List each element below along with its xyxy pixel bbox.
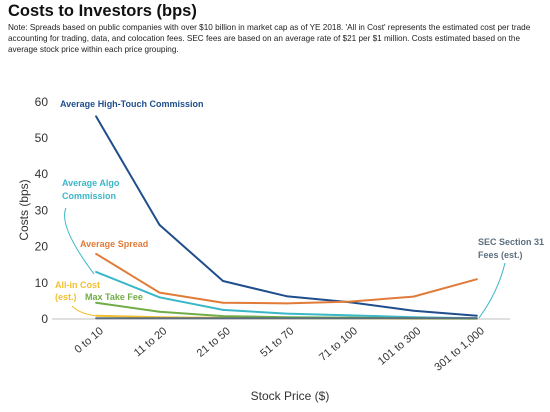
chart-title: Costs to Investors (bps) — [8, 2, 197, 20]
series-label: SEC Section 31 — [478, 237, 544, 247]
data-point — [158, 317, 161, 320]
series-label: Fees (est.) — [478, 250, 523, 260]
x-tick-label: 11 to 20 — [132, 325, 170, 359]
chart-note: Note: Spreads based on public companies … — [8, 23, 531, 55]
series-label: Average Spread — [80, 239, 148, 249]
data-point — [412, 317, 415, 320]
data-point — [349, 300, 351, 303]
data-point — [476, 314, 478, 317]
y-axis-label: Costs (bps) — [17, 179, 31, 240]
data-point — [285, 312, 288, 315]
series-label: (est.) — [55, 292, 77, 302]
data-point — [95, 115, 97, 118]
data-point — [285, 295, 288, 298]
y-tick-label: 30 — [35, 203, 49, 217]
allin-leader-line — [71, 305, 97, 317]
data-point — [95, 252, 97, 255]
data-point — [95, 301, 97, 304]
data-point — [222, 301, 224, 304]
data-point — [412, 309, 415, 312]
data-point — [158, 310, 161, 313]
data-point — [158, 291, 161, 294]
series-label: Max Take Fee — [85, 292, 143, 302]
data-point — [285, 317, 288, 320]
data-point — [476, 317, 478, 320]
y-tick-label: 40 — [35, 167, 49, 181]
data-point — [222, 309, 224, 311]
data-point — [222, 317, 224, 320]
data-point — [349, 314, 351, 317]
y-tick-label: 50 — [35, 131, 49, 145]
x-axis-label: Stock Price ($) — [251, 389, 330, 403]
x-tick-label: 301 to 1,000 — [432, 325, 487, 374]
series-label: Average Algo — [62, 178, 120, 188]
x-tick-label: 71 to 100 — [317, 325, 360, 364]
data-point — [412, 295, 415, 298]
series-label: Average High-Touch Commission — [60, 99, 204, 109]
y-tick-label: 10 — [35, 276, 49, 290]
data-point — [285, 302, 288, 305]
data-point — [158, 296, 161, 299]
data-point — [222, 280, 224, 282]
x-tick-label: 0 to 10 — [72, 325, 105, 356]
series-label: All-in Cost — [55, 280, 100, 290]
data-point — [95, 271, 97, 273]
data-point — [95, 317, 97, 320]
y-tick-label: 0 — [41, 312, 48, 326]
data-point — [476, 278, 478, 281]
algo-leader-line — [64, 207, 95, 275]
data-point — [158, 223, 161, 226]
data-point — [222, 315, 224, 318]
series-line — [95, 115, 478, 317]
data-point — [349, 317, 351, 320]
y-tick-label: 20 — [35, 240, 49, 254]
x-tick-label: 21 to 50 — [195, 325, 233, 360]
x-tick-label: 101 to 300 — [376, 325, 424, 368]
x-tick-label: 51 to 70 — [258, 325, 296, 360]
series-label: Commission — [62, 191, 116, 201]
sec-leader-line — [478, 262, 506, 319]
y-tick-label: 60 — [35, 95, 49, 109]
